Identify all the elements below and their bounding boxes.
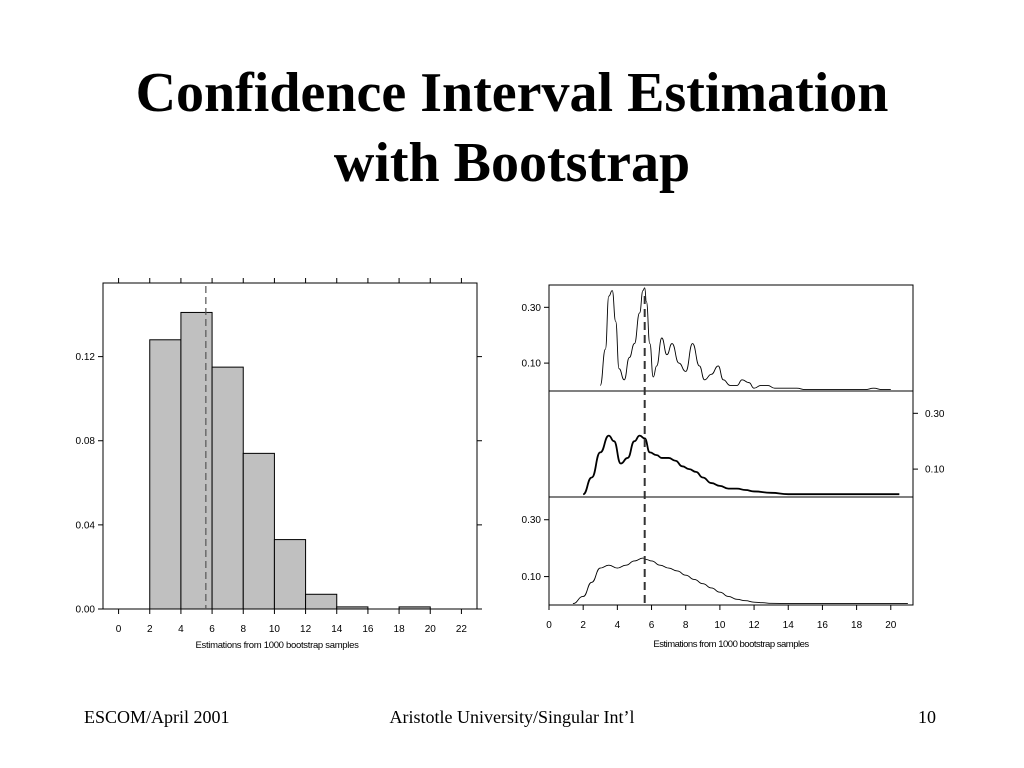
histogram-bars: [149, 311, 431, 610]
histogram-x-tick-label: 10: [269, 624, 281, 635]
histogram-x-tick-label: 16: [362, 624, 374, 635]
histogram-x-tick-label: 20: [425, 624, 437, 635]
histogram-x-axis: 0 2 4 6 8 10 12 14 16 18 20 22: [116, 278, 468, 635]
histogram-bar: [211, 366, 244, 610]
density-x-tick-label: 16: [817, 620, 829, 631]
density-x-tick-label: 14: [783, 620, 795, 631]
density-y-tick-label: 0.30: [925, 409, 945, 420]
density-x-tick-label: 18: [851, 620, 863, 631]
histogram-y-tick-label: 0.04: [76, 520, 96, 531]
slide-title-line-2: with Bootstrap: [333, 132, 691, 194]
histogram-y-tick-label: 0.08: [76, 436, 96, 447]
histogram-bar: [273, 539, 307, 610]
density-y-tick-label: 0.30: [522, 303, 542, 314]
histogram-y-axis: 0.00 0.04 0.08 0.12: [76, 352, 482, 616]
histogram-x-tick-label: 22: [456, 624, 468, 635]
density-panels: 0.10 0.30 0.10 0.30 0.10 0.30: [522, 284, 945, 606]
histogram-x-tick-label: 2: [147, 624, 153, 635]
histogram-x-tick-label: 4: [178, 624, 184, 635]
density-panel-frame: [548, 390, 914, 498]
histogram-x-tick-label: 6: [209, 624, 215, 635]
density-x-tick-label: 10: [714, 620, 726, 631]
density-x-tick-label: 8: [683, 620, 689, 631]
density-x-tick-label: 0: [546, 620, 552, 631]
density-x-tick-label: 2: [580, 620, 586, 631]
density-curve: [572, 557, 908, 605]
histogram-x-tick-label: 0: [116, 624, 122, 635]
histogram-x-tick-label: 14: [331, 624, 343, 635]
density-curve: [599, 287, 891, 391]
slide-title: Confidence Interval Estimation with Boot…: [0, 58, 1024, 198]
histogram-bar: [305, 593, 338, 610]
density-x-tick-label: 12: [749, 620, 761, 631]
density-x-tick-label: 20: [885, 620, 897, 631]
density-x-axis: 0 2 4 6 8 10 12 14 16 18 20: [546, 605, 897, 631]
histogram-bar: [398, 606, 431, 610]
histogram-x-tick-label: 18: [394, 624, 406, 635]
footer-page-number: 10: [918, 707, 936, 727]
histogram-bar: [149, 339, 182, 610]
density-y-tick-label: 0.30: [522, 515, 542, 526]
density-curve: [582, 434, 900, 496]
density-y-tick-label: 0.10: [522, 572, 542, 583]
density-y-tick-label: 0.10: [522, 359, 542, 370]
footer-organization: Aristotle University/Singular Int’l: [389, 707, 635, 727]
density-x-tick-label: 6: [649, 620, 655, 631]
histogram-bar: [242, 452, 275, 610]
histogram-bar: [336, 606, 369, 610]
density-x-axis-label: Estimations from 1000 bootstrap samples: [653, 639, 809, 650]
histogram-x-axis-label: Estimations from 1000 bootstrap samples: [195, 640, 359, 651]
histogram-bar: [180, 311, 213, 610]
histogram-y-tick-label: 0.12: [76, 352, 96, 363]
density-chart: 0.10 0.30 0.10 0.30 0.10 0.30 0 2 4 6 8 10 12 14 16 18…: [522, 284, 945, 650]
slide-title-line-1: Confidence Interval Estimation: [135, 62, 889, 124]
density-x-tick-label: 4: [615, 620, 621, 631]
footer-date: ESCOM/April 2001: [84, 707, 230, 727]
histogram-chart: 0.00 0.04 0.08 0.12 0 2 4 6 8 10 12 14 16 18 20 22 Est…: [76, 278, 482, 651]
histogram-x-tick-label: 8: [240, 624, 246, 635]
histogram-x-tick-label: 12: [300, 624, 312, 635]
density-panel-frame: [548, 284, 914, 392]
density-panel-frame: [548, 496, 914, 606]
density-y-tick-label: 0.10: [925, 465, 945, 476]
histogram-y-tick-label: 0.00: [76, 605, 96, 616]
